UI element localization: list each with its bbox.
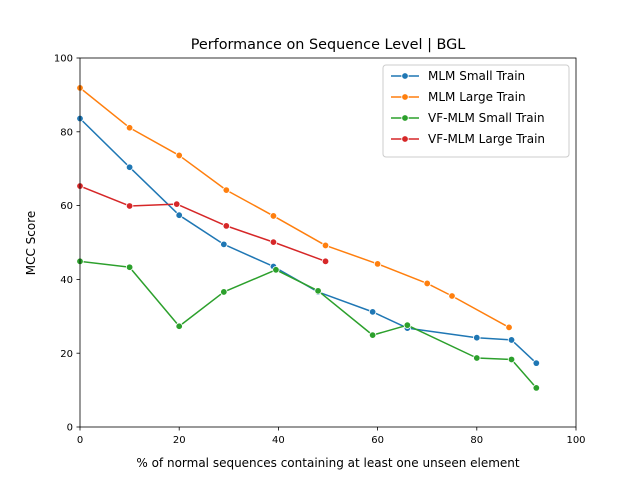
data-point-1-1 bbox=[125, 124, 134, 132]
data-point-1-9 bbox=[505, 323, 513, 332]
axes-frame bbox=[79, 57, 577, 428]
data-point-2-7 bbox=[403, 321, 412, 329]
data-point-2-5 bbox=[314, 287, 322, 295]
data-point-3-2 bbox=[173, 200, 181, 208]
series-1 bbox=[76, 84, 513, 332]
legend-box bbox=[382, 64, 570, 158]
data-point-0-9 bbox=[507, 336, 516, 344]
data-point-3-1 bbox=[125, 202, 134, 210]
legend-label-0: MLM Small Train bbox=[428, 69, 525, 83]
legend-marker-2 bbox=[401, 114, 409, 122]
series-line-3 bbox=[79, 185, 327, 263]
axes: 0 20 40 60 80 100 0 20 40 60 80 100 bbox=[54, 54, 586, 446]
data-point-1-6 bbox=[373, 260, 382, 268]
chart-title: Performance on Sequence Level | BGL bbox=[191, 37, 466, 53]
data-point-1-8 bbox=[448, 292, 456, 300]
data-point-1-7 bbox=[423, 279, 431, 288]
x-tick-label-5: 100 bbox=[566, 435, 585, 446]
data-point-1-2 bbox=[175, 151, 183, 160]
y-tick-label-4: 80 bbox=[60, 127, 73, 138]
y-tick-label-0: 0 bbox=[67, 423, 73, 434]
plot-area bbox=[76, 84, 541, 392]
data-point-2-3 bbox=[220, 288, 228, 296]
x-tick-label-2: 40 bbox=[272, 435, 285, 446]
legend: MLM Small Train MLM Large Train VF-MLM Sma… bbox=[382, 64, 570, 158]
data-point-0-3 bbox=[220, 240, 228, 249]
y-tick-label-1: 20 bbox=[60, 349, 73, 360]
series-line-1 bbox=[78, 86, 511, 329]
x-axis-label: % of normal sequences containing at leas… bbox=[136, 456, 520, 470]
data-point-2-9 bbox=[507, 355, 516, 364]
data-point-2-8 bbox=[473, 354, 481, 362]
x-tick-label-4: 80 bbox=[470, 435, 483, 446]
series-2 bbox=[76, 257, 541, 392]
x-tick-label-0: 0 bbox=[77, 435, 83, 446]
data-point-2-1 bbox=[125, 263, 134, 271]
data-point-0-8 bbox=[473, 334, 481, 342]
legend-marker-3 bbox=[401, 135, 409, 143]
data-point-1-5 bbox=[321, 241, 330, 250]
data-point-0-6 bbox=[368, 308, 377, 316]
data-point-2-4 bbox=[272, 266, 280, 274]
x-tick-label-1: 20 bbox=[173, 435, 186, 446]
data-point-0-2 bbox=[175, 211, 183, 219]
y-tick-label-2: 40 bbox=[60, 275, 73, 286]
data-point-2-10 bbox=[532, 384, 541, 392]
legend-label-2: VF-MLM Small Train bbox=[428, 111, 545, 125]
data-point-0-1 bbox=[125, 163, 134, 171]
data-point-2-2 bbox=[175, 322, 183, 330]
data-point-3-4 bbox=[269, 238, 278, 246]
data-point-3-3 bbox=[222, 222, 231, 230]
legend-label-1: MLM Large Train bbox=[428, 90, 526, 104]
data-point-1-4 bbox=[269, 212, 278, 220]
y-tick-label-3: 60 bbox=[60, 201, 73, 212]
x-tick-label-3: 60 bbox=[371, 435, 384, 446]
y-tick-label-5: 100 bbox=[54, 54, 73, 65]
y-axis-label: MCC Score bbox=[24, 211, 38, 276]
legend-label-3: VF-MLM Large Train bbox=[428, 132, 545, 146]
legend-marker-1 bbox=[401, 93, 409, 101]
data-point-2-6 bbox=[368, 331, 377, 339]
data-point-1-3 bbox=[222, 186, 231, 194]
data-point-3-5 bbox=[321, 257, 330, 266]
legend-marker-0 bbox=[401, 72, 409, 80]
data-point-0-10 bbox=[532, 359, 541, 367]
